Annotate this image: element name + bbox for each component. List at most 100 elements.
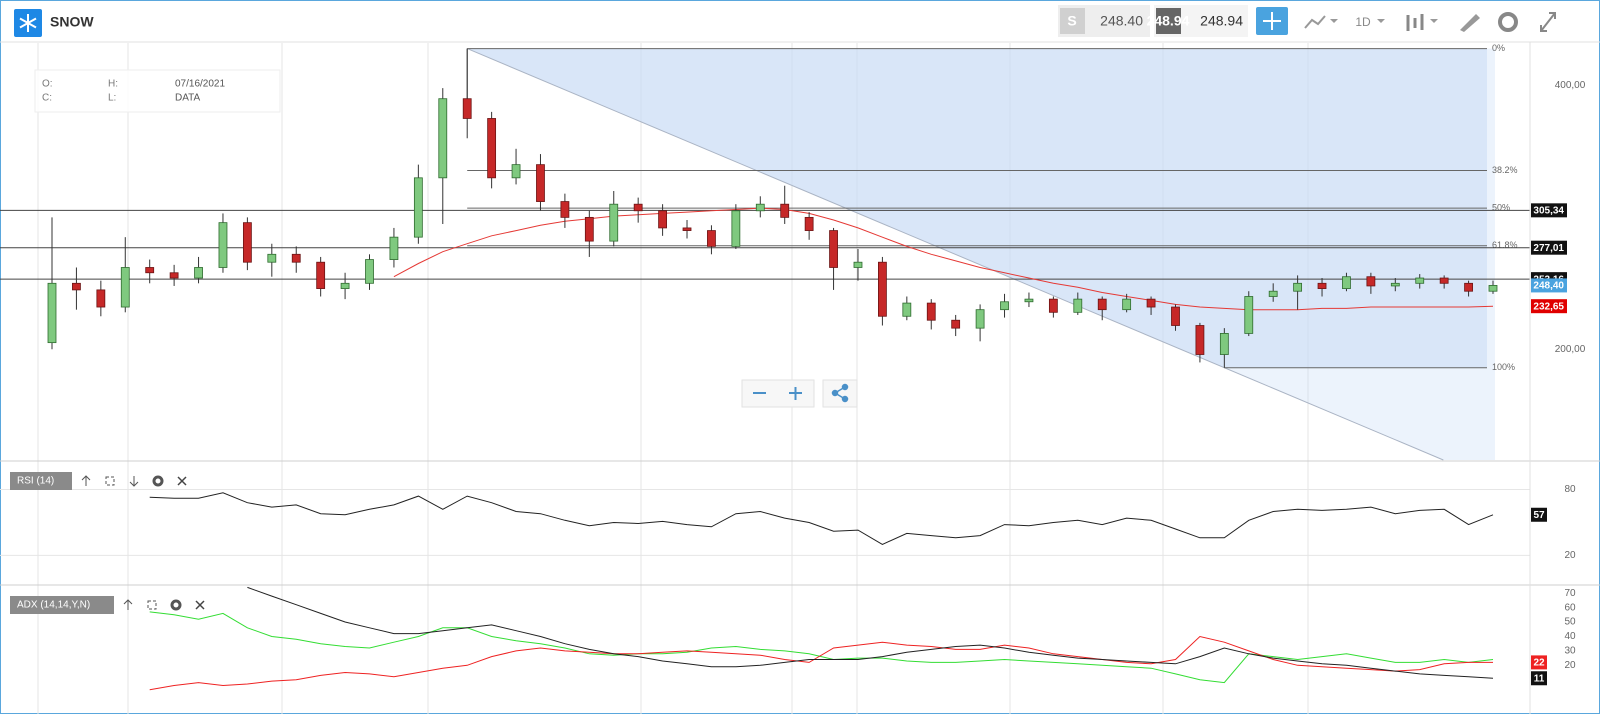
axis-value-box (1531, 240, 1567, 255)
maximize-button[interactable] (147, 600, 157, 610)
move-up-button[interactable] (81, 475, 91, 486)
y-tick-label: 50 (1564, 617, 1576, 628)
maximize-button[interactable] (105, 476, 115, 486)
axis-value-label: 305,34 (1533, 205, 1564, 216)
draw-button[interactable] (1460, 14, 1480, 32)
candle-body (1024, 298, 1034, 303)
candle-body (780, 203, 790, 218)
candle-body (438, 98, 448, 179)
candle-body (731, 210, 741, 247)
fib-zone (1224, 367, 1495, 460)
axis-value-label: 248,40 (1533, 281, 1564, 292)
candle-body (584, 216, 594, 242)
info-box (34, 69, 281, 113)
candle-body (1439, 277, 1449, 284)
crosshair-icon (1263, 12, 1281, 30)
y-tick-label: 400,00 (1555, 80, 1586, 91)
candle-body (853, 261, 863, 268)
move-up-button[interactable] (123, 599, 133, 610)
sell-price[interactable]: 248.40 (1100, 13, 1143, 29)
y-tick-label: 20 (1564, 660, 1576, 671)
candle-body (413, 177, 423, 238)
move-down-button[interactable] (129, 476, 139, 487)
indicator-line (149, 611, 1494, 684)
candle-body (682, 227, 692, 231)
buy-price[interactable]: 248.94 (1200, 13, 1243, 29)
axis-value-label: 277,01 (1533, 243, 1564, 254)
fullscreen-button[interactable] (1540, 12, 1556, 32)
candle-body (1146, 298, 1156, 308)
dropdown-caret (1377, 19, 1385, 23)
y-tick-label: 20 (1564, 550, 1576, 561)
zoom-controls (741, 379, 858, 408)
last-value-box (1531, 507, 1547, 522)
axis-value-label: 232,65 (1533, 301, 1564, 312)
candle-body (96, 289, 106, 308)
dropdown-caret (1430, 19, 1438, 23)
fib-trend-line (467, 48, 1444, 461)
candle-body (609, 203, 619, 242)
dropdown-caret (1330, 19, 1338, 23)
candle-body (1366, 276, 1376, 287)
y-tick-label: 60 (1564, 602, 1576, 613)
share-box (822, 379, 858, 408)
candle-body (658, 210, 667, 229)
date: 07/16/2021 (175, 79, 225, 90)
candle-body (218, 222, 228, 268)
axis-value-box (1531, 278, 1567, 293)
fib-level-label: 61.8% (1492, 240, 1518, 250)
sell-label[interactable]: S (1067, 13, 1076, 29)
candle-body (1488, 285, 1498, 292)
close-button[interactable] (195, 600, 205, 610)
candle-body (120, 267, 130, 308)
settings-button[interactable] (152, 475, 164, 487)
close-label: C: (42, 93, 52, 104)
fib-level-label: 100% (1492, 362, 1515, 372)
panel-title: ADX (14,14,Y,N) (17, 600, 90, 611)
candle-body (291, 253, 301, 263)
candle-body (316, 261, 326, 289)
interval-button[interactable]: 1D (1355, 15, 1371, 29)
candle-body (755, 203, 765, 212)
ohlc-info: O: H: 07/16/2021 C: L: DATA (34, 69, 281, 113)
candle-body (462, 98, 472, 119)
fib-level-label: 50% (1492, 203, 1510, 213)
candle-body (72, 282, 81, 291)
candle-body (951, 319, 961, 329)
candle-body (804, 216, 814, 231)
fib-level-label: 38.2% (1492, 165, 1518, 175)
buy-tag[interactable] (1156, 8, 1181, 34)
candle-body (340, 282, 350, 289)
symbol: SNOW (50, 14, 94, 30)
candle-body (1000, 301, 1009, 311)
y-tick-label: 30 (1564, 646, 1576, 657)
candle-body (536, 164, 545, 202)
high-label: H: (108, 79, 118, 90)
close-button[interactable] (177, 476, 187, 486)
zoom-in[interactable] (789, 387, 802, 400)
settings-button[interactable] (1498, 12, 1518, 32)
candle-body (1244, 296, 1254, 334)
share-button[interactable] (831, 383, 849, 403)
fib-zone (1487, 48, 1495, 368)
axis-value-box (1531, 299, 1567, 314)
logo-mark (19, 14, 37, 32)
settings-button[interactable] (170, 599, 182, 611)
candle-body (829, 230, 838, 268)
candle-body (926, 302, 936, 321)
plots: 200,00 400,00 0% 38.2% 50% 61.8% 100% 305,34 277… (0, 43, 1586, 691)
last-value-label: 11 (1534, 673, 1545, 684)
y-tick-label: 70 (1564, 588, 1576, 599)
candle-body (1293, 282, 1303, 292)
chart-type-button[interactable] (1304, 15, 1326, 29)
candle-body (1122, 298, 1132, 311)
buy-label[interactable]: 248.94 (1147, 13, 1190, 29)
candle-body (975, 309, 985, 329)
candle-body (633, 203, 643, 212)
sell-tag[interactable] (1060, 8, 1085, 34)
candles-button[interactable] (1406, 14, 1424, 31)
candle-body (145, 267, 155, 274)
panel-title-box (10, 472, 72, 490)
